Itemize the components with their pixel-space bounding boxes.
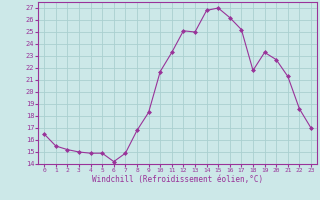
- X-axis label: Windchill (Refroidissement éolien,°C): Windchill (Refroidissement éolien,°C): [92, 175, 263, 184]
